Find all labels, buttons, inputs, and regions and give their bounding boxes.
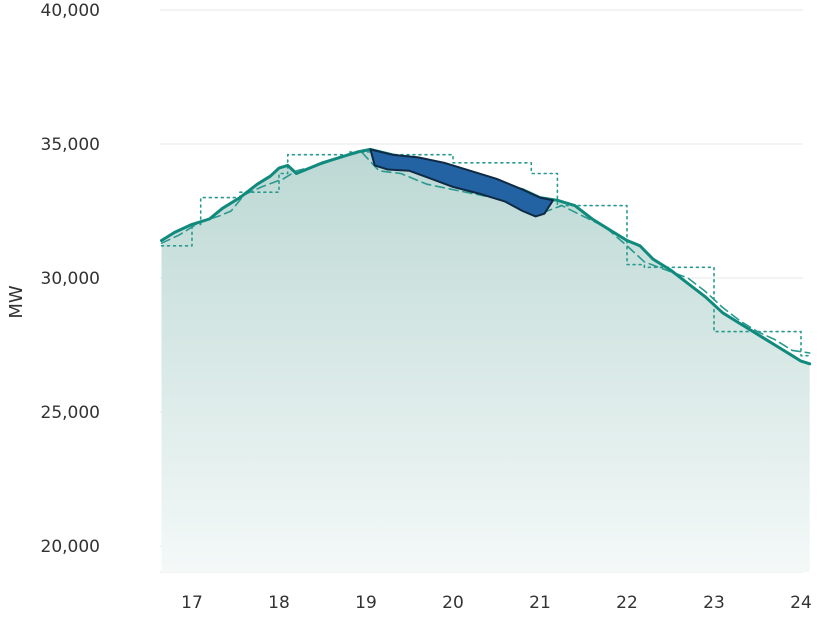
area-under-line xyxy=(161,149,810,572)
y-axis: 20,000 25,000 30,000 35,000 40,000 xyxy=(41,1,100,557)
y-tick-label: 35,000 xyxy=(41,135,100,155)
y-tick-label: 20,000 xyxy=(41,537,100,557)
x-tick-label: 24 xyxy=(790,593,812,613)
x-tick-label: 20 xyxy=(442,593,464,613)
y-tick-label: 40,000 xyxy=(41,1,100,21)
x-tick-label: 23 xyxy=(703,593,725,613)
area-fill xyxy=(161,149,810,572)
y-tick-label: 25,000 xyxy=(41,403,100,423)
x-axis: 17 18 19 20 21 22 23 24 xyxy=(181,593,812,613)
y-axis-label: MW xyxy=(6,285,27,319)
x-tick-label: 22 xyxy=(616,593,638,613)
y-tick-label: 30,000 xyxy=(41,269,100,289)
x-tick-label: 18 xyxy=(268,593,290,613)
x-tick-label: 19 xyxy=(355,593,377,613)
highlight-band-shape xyxy=(369,148,554,218)
x-tick-label: 17 xyxy=(181,593,203,613)
x-tick-label: 21 xyxy=(529,593,551,613)
highlight-band xyxy=(369,148,554,218)
